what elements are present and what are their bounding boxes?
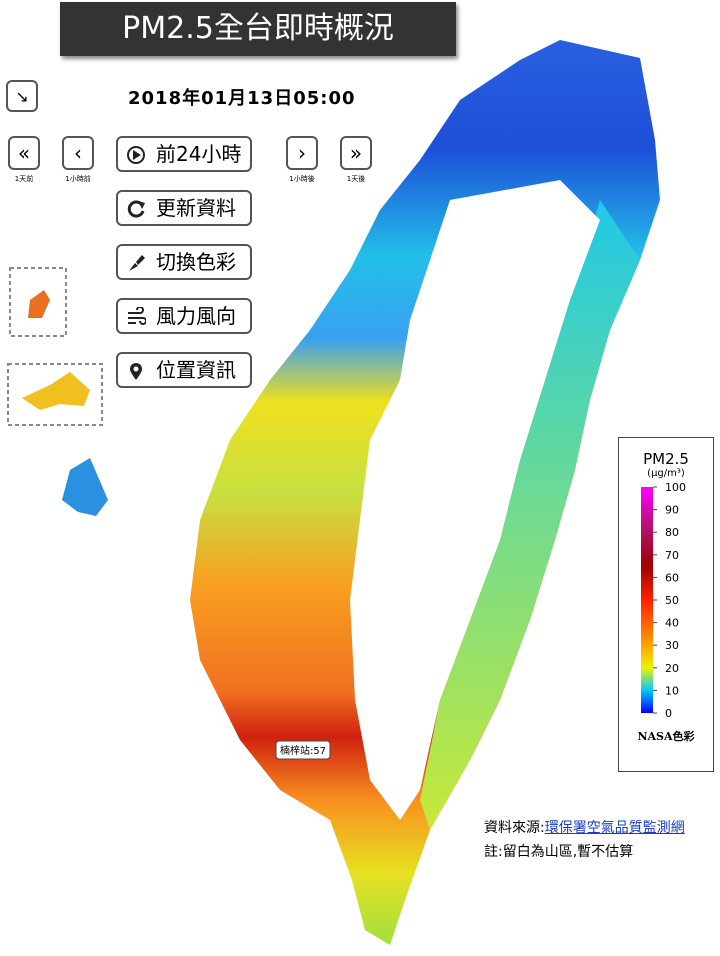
nav-button[interactable]: › xyxy=(286,136,318,170)
control-button[interactable]: 風力風向 xyxy=(116,298,252,334)
source: 資料來源:環保署空氣品質監測網 註:留白為山區,暫不估算 xyxy=(484,816,685,864)
legend: PM2.5 (μg/m³) 0 10 20 30 40 50 60 70 80 90 100 NAS… xyxy=(618,437,714,772)
control-button[interactable]: 更新資料 xyxy=(116,190,252,226)
nav-label: 1天前 xyxy=(14,175,34,183)
nav-label: 1小時前 xyxy=(65,175,91,183)
nav-label: 1小時後 xyxy=(289,175,315,183)
collapse-button[interactable]: ↘ xyxy=(6,80,38,112)
tick-label: 70 xyxy=(665,549,679,562)
datetime: 2018年01月13日05:00 xyxy=(128,88,356,109)
colorbar: 0 10 20 30 40 50 60 70 80 90 100 xyxy=(641,481,686,720)
nav-label: 1天後 xyxy=(346,175,366,183)
tick-label: 10 xyxy=(665,684,679,697)
station-marker: 楠梓站:57 xyxy=(275,740,331,760)
mountain-area xyxy=(350,180,600,820)
control-button[interactable]: 切換色彩 xyxy=(116,244,252,280)
kinmen-island xyxy=(22,372,90,410)
nav-button[interactable]: ‹ xyxy=(62,136,94,170)
colorbar-ramp xyxy=(641,487,653,713)
east-region xyxy=(420,200,640,830)
legend-footer: NASA色彩 xyxy=(637,730,695,743)
kinmen-box xyxy=(7,363,103,426)
button-icon xyxy=(128,307,146,325)
tick-label: 40 xyxy=(665,617,679,630)
button-label: 風力風向 xyxy=(156,304,236,328)
button-label: 前24小時 xyxy=(156,142,242,166)
button-label: 更新資料 xyxy=(156,196,236,220)
button-icon xyxy=(130,363,142,380)
tick-label: 20 xyxy=(665,662,679,675)
matsu-box xyxy=(9,267,67,337)
legend-unit: (μg/m³) xyxy=(647,468,685,479)
station-label: 楠梓站:57 xyxy=(280,744,326,757)
control-button[interactable]: 前24小時 xyxy=(116,136,252,172)
tick-label: 90 xyxy=(665,504,679,517)
button-icon xyxy=(129,255,145,271)
button-label: 位置資訊 xyxy=(156,358,236,382)
tick-label: 0 xyxy=(665,707,672,720)
tick-label: 100 xyxy=(665,481,686,494)
penghu-island xyxy=(62,458,108,516)
tick-label: 30 xyxy=(665,639,679,652)
button-label: 切換色彩 xyxy=(156,250,236,274)
button-icon xyxy=(127,146,145,164)
button-icon xyxy=(127,200,145,218)
title: PM2.5全台即時概況 xyxy=(60,2,456,56)
tick-label: 60 xyxy=(665,571,679,584)
source-link[interactable]: 環保署空氣品質監測網 xyxy=(544,820,685,836)
note: 註:留白為山區,暫不估算 xyxy=(484,844,634,860)
legend-title: PM2.5 xyxy=(643,450,689,468)
matsu-island xyxy=(28,290,50,318)
tick-label: 50 xyxy=(665,594,679,607)
source-label: 資料來源: xyxy=(484,820,545,836)
nav-button[interactable]: « xyxy=(8,136,40,170)
nav-button[interactable]: » xyxy=(340,136,372,170)
control-button[interactable]: 位置資訊 xyxy=(116,352,252,388)
tick-label: 80 xyxy=(665,526,679,539)
